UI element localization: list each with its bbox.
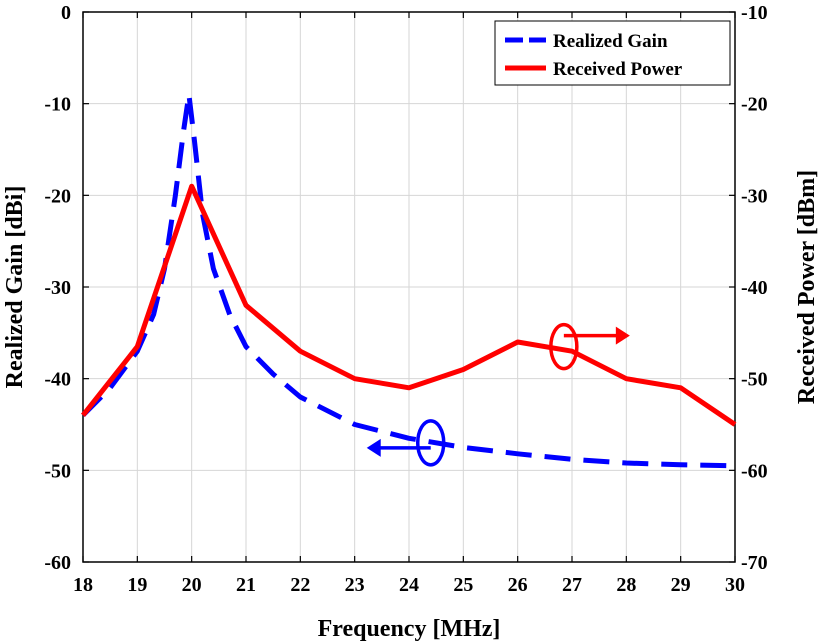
x-tick-label-23: 23 [345,574,365,596]
legend-label-received-power: Received Power [553,59,683,80]
x-tick-label-22: 22 [290,574,310,596]
x-tick-label-30: 30 [725,574,745,596]
x-tick-label-25: 25 [453,574,473,596]
x-tick-label-24: 24 [399,574,419,596]
left-y-tick-label-1: -10 [44,94,71,116]
annotations [366,322,630,467]
annotation-arrow-head-1 [615,326,630,345]
annotation-right-axis-indicator [549,322,630,371]
annotation-left-axis-indicator [366,419,446,467]
left-y-tick-label-4: -40 [44,369,71,391]
left-y-tick-label-0: 0 [61,2,71,24]
left-y-axis-ticks: 0 -10 -20 -30 -40 -50 -60 [44,2,89,574]
grid [83,12,735,562]
series-layer [81,92,737,469]
annotation-ellipse-1 [549,322,579,371]
right-y-axis-ticks: -10 -20 -30 -40 -50 -60 -70 [729,2,768,574]
x-axis-ticks: 18 19 20 21 22 23 24 25 26 27 28 29 30 [73,12,745,596]
annotation-ellipse-0 [415,419,446,467]
right-y-axis-label: Received Power [dBm] [794,170,820,404]
right-y-tick-label-3: -40 [741,277,768,299]
right-y-tick-label-0: -10 [741,2,768,24]
x-tick-label-21: 21 [236,574,256,596]
right-y-tick-label-1: -20 [741,94,768,116]
x-tick-label-29: 29 [671,574,691,596]
series-line-received-power [81,183,737,427]
x-axis-label: Frequency [MHz] [318,616,501,642]
left-y-tick-label-3: -30 [44,277,71,299]
x-tick-label-18: 18 [73,574,93,596]
right-y-tick-label-5: -60 [741,460,768,482]
x-tick-label-19: 19 [127,574,147,596]
x-tick-label-20: 20 [182,574,202,596]
left-y-tick-label-2: -20 [44,185,71,207]
annotation-arrow-head-0 [366,438,381,457]
left-y-axis-label: Realized Gain [dBi] [2,186,28,389]
right-y-tick-label-6: -70 [741,552,768,574]
right-y-tick-label-2: -30 [741,185,768,207]
x-tick-label-28: 28 [616,574,636,596]
right-y-tick-label-4: -50 [741,369,768,391]
x-tick-label-26: 26 [508,574,528,596]
left-y-tick-label-5: -50 [44,460,71,482]
left-y-tick-label-6: -60 [44,552,71,574]
x-tick-label-27: 27 [562,574,582,596]
legend-box [494,20,731,86]
legend: Realized Gain Received Power [494,20,731,86]
legend-label-realized-gain: Realized Gain [553,31,668,52]
